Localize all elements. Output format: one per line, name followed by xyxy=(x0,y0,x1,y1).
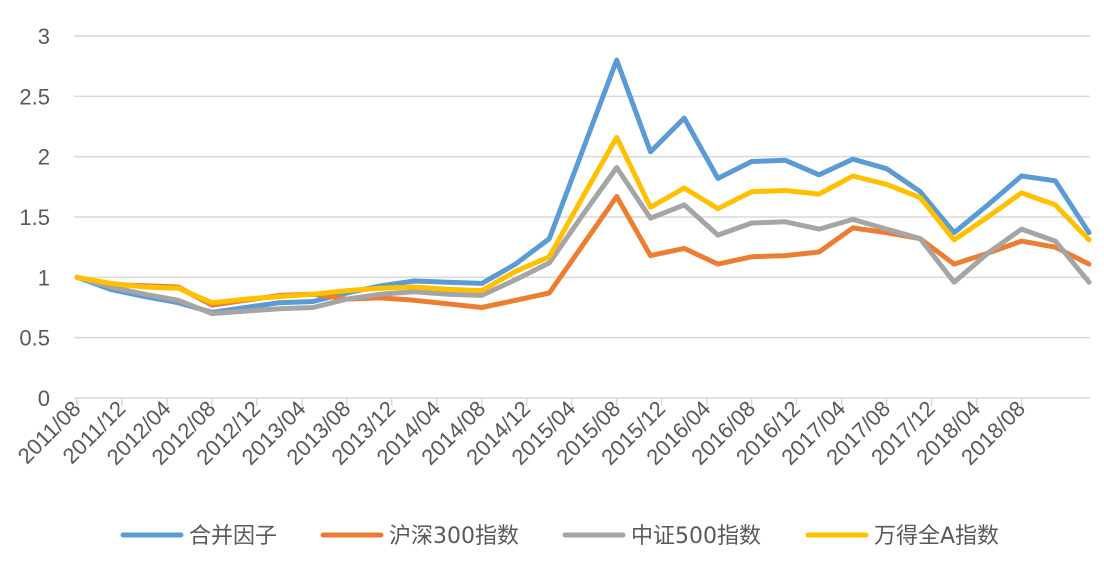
legend-label: 中证500指数 xyxy=(631,524,761,549)
y-tick-label: 1.5 xyxy=(19,205,50,230)
series-line-4 xyxy=(74,134,1092,306)
y-tick-label: 0 xyxy=(38,386,50,411)
y-axis-tick-labels: 0 0.5 1 1.5 2 2.5 3 xyxy=(19,24,50,411)
y-tick-label: 3 xyxy=(38,24,50,49)
series-lines xyxy=(74,57,1092,316)
series-line-1 xyxy=(74,57,1092,315)
y-tick-label: 2.5 xyxy=(19,84,50,109)
gridlines xyxy=(74,35,1090,339)
y-tick-label: 1 xyxy=(38,265,50,290)
y-tick-label: 0.5 xyxy=(19,326,50,351)
y-tick-label: 2 xyxy=(38,145,50,170)
legend-label: 沪深300指数 xyxy=(389,524,519,549)
legend-label: 合并因子 xyxy=(189,524,277,549)
legend-label: 万得全A指数 xyxy=(874,524,999,549)
legend: 合并因子 沪深300指数 中证500指数 万得全A指数 xyxy=(120,524,999,549)
series-line-3 xyxy=(74,165,1092,316)
x-axis-ticks: 2011/082011/122012/042012/082012/122013/… xyxy=(13,396,1030,470)
